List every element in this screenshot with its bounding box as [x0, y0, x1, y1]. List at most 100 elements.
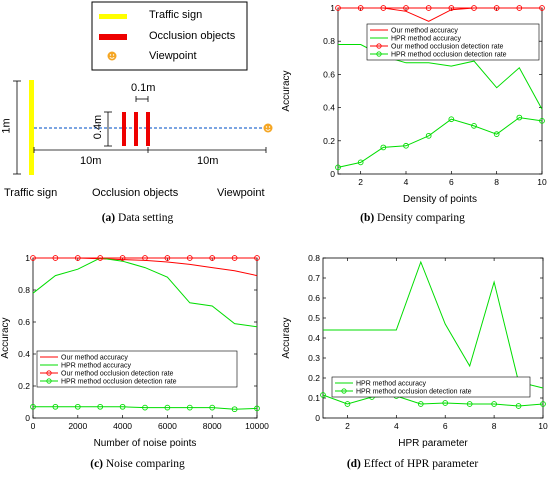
series-point [209, 255, 216, 261]
series-point [471, 5, 477, 11]
series-point [209, 404, 216, 411]
y-tick-label: 0.7 [308, 273, 320, 283]
dim-gap-label: 0.1m [131, 82, 156, 94]
y-tick-label: 0.6 [323, 69, 335, 79]
x-tick-label: 10000 [245, 421, 269, 431]
series-point [30, 403, 36, 410]
chart-d-panel: 2 4 6 8 10 0 0.1 0.2 0.3 0.4 0.5 0.6 0.7 0.8 HPR param… [275, 240, 550, 479]
series-point [254, 405, 260, 412]
y-tick-label: 0 [315, 413, 320, 423]
series-point [320, 392, 326, 398]
legend-label-occlusion: Occlusion objects [149, 30, 236, 42]
x-tick-label: 6000 [158, 421, 177, 431]
viewpoint-smiley-icon [263, 123, 273, 133]
x-tick-label: 10 [537, 177, 547, 187]
x-axis-label: HPR parameter [398, 438, 468, 449]
y-tick-label: 1 [330, 3, 335, 13]
dim-dist-right-label: 10m [197, 155, 219, 167]
y-tick-label: 0.5 [308, 313, 320, 323]
y-tick-label: 0.1 [308, 393, 320, 403]
x-tick-label: 4 [394, 421, 399, 431]
chart-b-panel: 2 4 6 8 10 0 0.2 0.4 0.6 0.8 1 Density of points Acc… [275, 0, 550, 240]
dim-obj-height-label: 0.4m [92, 114, 105, 140]
legend-yellow-bar-icon [99, 14, 127, 19]
series-point [403, 5, 409, 11]
caption-d: (d) Effect of HPR parameter [275, 458, 550, 470]
y-tick-label: 0.4 [308, 333, 320, 343]
legend-entry: HPR method accuracy [61, 363, 132, 370]
legend-marker [46, 378, 52, 384]
series-point [539, 5, 545, 11]
x-tick-label: 2000 [68, 421, 87, 431]
series-point [74, 255, 81, 261]
dim-dist-left-label: 10m [80, 155, 102, 167]
caption-d-text: Effect of HPR parameter [363, 458, 479, 470]
x-tick-label: 8000 [203, 421, 222, 431]
x-tick-label: 10 [538, 421, 548, 431]
y-tick-label: 0.3 [308, 353, 320, 363]
series-point [357, 159, 364, 166]
legend-red-bar-icon [99, 34, 127, 40]
series-point [539, 118, 545, 124]
bottom-label-sign: Traffic sign [4, 187, 58, 199]
series-point [119, 403, 126, 410]
series-line [337, 117, 543, 168]
occlusion-object-3 [146, 112, 150, 146]
series-point [417, 401, 424, 407]
y-axis-label: Accuracy [281, 70, 292, 111]
y-tick-label: 0.2 [323, 136, 335, 146]
y-tick-label: 0.4 [323, 103, 335, 113]
bottom-label-viewpoint: Viewpoint [217, 187, 265, 199]
legend-box [331, 376, 531, 398]
x-tick-label: 4000 [113, 421, 132, 431]
series-point [425, 132, 432, 139]
legend-entry: Our method occlusion detection rate [391, 44, 504, 51]
chart-c-svg: 0 2000 4000 6000 8000 10000 0 0.2 0.4 0.6 0.8 1 Numb… [0, 253, 269, 449]
series-point [231, 255, 238, 261]
y-tick-label: 0 [330, 169, 335, 179]
y-tick-label: 0.6 [308, 293, 320, 303]
caption-b-tag: (b) [360, 212, 375, 224]
y-tick-label: 0.8 [308, 253, 320, 263]
y-tick-label: 1 [25, 253, 30, 263]
legend-marker [376, 51, 382, 57]
legend-smiley-icon [107, 51, 117, 61]
series-point [335, 5, 341, 11]
caption-a-text: Data setting [118, 212, 174, 224]
series-point [380, 5, 387, 11]
legend-entry: HPR method accuracy [391, 36, 462, 43]
series-point [516, 5, 523, 11]
y-axis-label: Accuracy [0, 317, 11, 358]
series-point [442, 400, 449, 406]
legend-marker [376, 43, 382, 49]
series-point [97, 403, 104, 410]
y-tick-label: 0.4 [18, 349, 30, 359]
legend-entry: Our method occlusion detection rate [61, 371, 174, 378]
caption-a-tag: (a) [101, 212, 116, 224]
series-point [466, 401, 473, 407]
series-point [97, 255, 104, 261]
legend-marker [341, 388, 347, 394]
series-point [380, 144, 387, 151]
series-point [357, 5, 364, 11]
series-point [491, 401, 497, 407]
dim-height-label: 1m [0, 118, 13, 134]
y-tick-label: 0.6 [18, 317, 30, 327]
series-point [164, 255, 171, 261]
y-tick-label: 0.8 [18, 285, 30, 295]
x-tick-label: 8 [492, 421, 497, 431]
series-point [425, 5, 432, 11]
y-axis-label: Accuracy [281, 317, 292, 358]
series-point [403, 142, 409, 149]
series-line [323, 260, 544, 389]
series-point [142, 255, 148, 261]
series-point [335, 164, 341, 171]
series-point [515, 403, 522, 409]
x-axis-label: Number of noise points [94, 438, 197, 449]
legend-entry: HPR method occlusion detection rate [356, 389, 472, 396]
caption-a: (a) Data setting [0, 212, 275, 224]
legend-label-viewpoint: Viewpoint [149, 50, 197, 62]
series-point [516, 114, 523, 121]
legend-entry: Our method accuracy [391, 28, 458, 35]
y-tick-label: 0.8 [323, 36, 335, 46]
